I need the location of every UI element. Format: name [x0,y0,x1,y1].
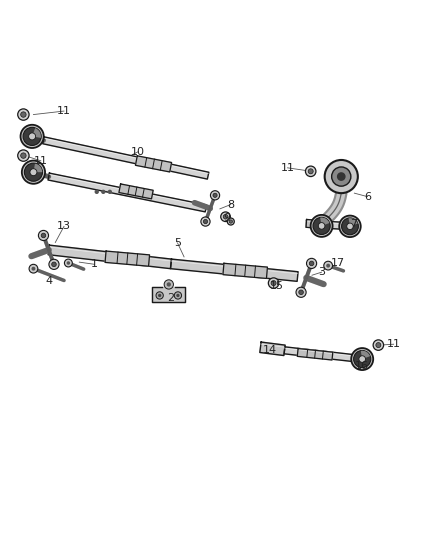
Circle shape [311,215,332,237]
Polygon shape [297,349,333,360]
Text: 4: 4 [45,276,52,286]
Circle shape [353,351,371,368]
Circle shape [210,191,219,200]
Polygon shape [306,220,328,229]
Circle shape [166,282,171,287]
Circle shape [318,223,325,229]
Circle shape [229,220,233,223]
Circle shape [158,294,161,297]
Wedge shape [361,351,370,359]
Circle shape [32,266,35,271]
Circle shape [339,215,361,237]
Polygon shape [43,137,209,179]
Circle shape [164,280,173,289]
Text: 15: 15 [270,281,284,291]
Circle shape [21,112,26,117]
Circle shape [174,292,182,299]
Circle shape [359,356,365,362]
Text: 3: 3 [318,267,325,277]
Polygon shape [170,259,298,281]
Polygon shape [119,184,153,199]
Text: 7: 7 [350,219,357,229]
Circle shape [305,166,316,176]
Text: 2: 2 [167,293,174,303]
Text: 5: 5 [174,238,181,248]
Circle shape [337,172,346,181]
Circle shape [376,343,381,348]
Circle shape [342,218,358,235]
Circle shape [108,190,112,194]
Circle shape [313,217,330,235]
Circle shape [39,230,49,240]
Wedge shape [320,217,329,226]
Circle shape [307,259,317,269]
Circle shape [309,261,314,266]
Circle shape [268,278,279,288]
Polygon shape [306,220,346,229]
Circle shape [223,214,228,219]
Text: 6: 6 [364,192,371,201]
Circle shape [176,294,180,297]
Text: 14: 14 [263,345,277,356]
Circle shape [25,163,42,181]
Circle shape [156,292,163,299]
Wedge shape [33,164,42,172]
Circle shape [41,233,46,238]
Text: 1: 1 [91,260,98,269]
Circle shape [221,212,230,222]
Circle shape [95,190,99,194]
Circle shape [21,153,26,158]
Polygon shape [105,251,149,266]
Text: 11: 11 [281,163,294,173]
Polygon shape [48,245,172,269]
Polygon shape [223,263,268,278]
Text: 8: 8 [227,199,234,209]
Circle shape [22,160,45,184]
Circle shape [296,287,306,297]
Text: 13: 13 [57,221,71,231]
Circle shape [18,150,29,161]
Circle shape [23,127,41,146]
Circle shape [64,259,72,267]
Text: 16: 16 [355,361,369,371]
Text: 17: 17 [331,258,345,268]
Polygon shape [260,342,285,356]
Circle shape [325,160,358,193]
Circle shape [227,218,234,225]
Circle shape [49,259,59,269]
Text: 10: 10 [131,147,145,157]
Polygon shape [284,347,355,362]
Circle shape [101,190,106,194]
Circle shape [332,167,351,186]
Wedge shape [32,128,41,138]
Wedge shape [349,218,358,227]
Circle shape [52,262,57,266]
Circle shape [67,261,70,265]
Circle shape [308,169,313,174]
Circle shape [28,133,35,140]
Polygon shape [152,287,185,302]
Circle shape [29,264,38,273]
Text: 11: 11 [387,339,401,349]
Circle shape [30,169,37,176]
Text: 9: 9 [223,214,230,223]
Circle shape [201,217,210,226]
Circle shape [351,348,373,370]
Text: 11: 11 [34,156,48,166]
Circle shape [326,264,330,268]
Polygon shape [48,173,207,212]
Circle shape [324,261,332,270]
Circle shape [347,223,353,230]
Circle shape [213,193,217,197]
Circle shape [271,280,276,286]
Circle shape [373,340,384,350]
Circle shape [299,290,304,295]
Circle shape [203,220,208,224]
Circle shape [21,125,44,148]
Polygon shape [135,156,172,172]
Circle shape [18,109,29,120]
Text: 11: 11 [57,106,71,116]
